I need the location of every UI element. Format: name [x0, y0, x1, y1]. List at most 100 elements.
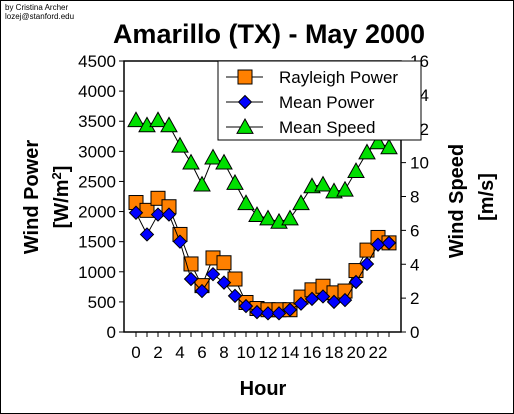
data-point — [359, 256, 375, 272]
legend-label: Mean Speed — [279, 118, 375, 137]
data-point — [160, 116, 178, 133]
data-point — [292, 194, 310, 211]
x-tick-label: 14 — [281, 343, 300, 362]
left-tick-label: 1000 — [78, 263, 116, 282]
data-point — [337, 292, 353, 308]
left-axis-unit-prefix: [W/m — [51, 180, 73, 229]
data-point — [227, 271, 243, 287]
left-axis-unit-superscript: 2 — [49, 172, 64, 179]
data-point — [369, 133, 387, 150]
data-point — [358, 143, 376, 160]
x-axis-title: Hour — [240, 378, 287, 400]
x-tick-label: 8 — [219, 343, 228, 362]
x-tick-label: 22 — [369, 343, 388, 362]
legend: Rayleigh Power Mean Power Mean Speed — [217, 60, 422, 141]
x-tick-label: 4 — [175, 343, 184, 362]
chart-title: Amarillo (TX) - May 2000 — [113, 19, 425, 49]
x-tick-label: 16 — [303, 343, 322, 362]
data-point — [171, 136, 189, 153]
credit-name: by Cristina Archer — [5, 3, 69, 12]
right-tick-label: 6 — [410, 221, 419, 240]
data-point — [216, 275, 232, 290]
left-tick-label: 3500 — [78, 112, 116, 131]
legend-marker — [236, 117, 254, 134]
left-tick-label: 0 — [107, 323, 116, 342]
left-axis-title: Wind Power — [21, 140, 43, 254]
x-axis-ticks: 0 2 4 6 8 10 12 14 16 18 20 22 — [131, 332, 390, 362]
right-tick-label: 0 — [410, 323, 419, 342]
data-point — [128, 205, 144, 220]
data-point — [227, 288, 243, 304]
data-point — [248, 206, 266, 223]
x-tick-label: 18 — [325, 343, 344, 362]
data-point — [182, 153, 200, 170]
data-point — [127, 111, 145, 128]
left-axis-unit-suffix: ] — [51, 166, 73, 173]
data-point — [150, 207, 166, 222]
data-point — [194, 283, 210, 299]
data-point — [139, 227, 155, 242]
data-point — [172, 234, 188, 249]
legend-marker — [237, 94, 253, 110]
data-point — [336, 180, 354, 197]
data-point — [193, 175, 211, 192]
data-point — [381, 235, 397, 251]
right-tick-label: 2 — [410, 289, 419, 308]
x-tick-label: 0 — [131, 343, 140, 362]
data-point — [282, 302, 298, 317]
svg-text:[W/m2]: [W/m2] — [49, 166, 74, 229]
data-point — [215, 153, 233, 170]
left-tick-label: 3000 — [78, 142, 116, 161]
legend-items: Rayleigh Power Mean Power Mean Speed — [226, 68, 398, 137]
data-point — [260, 306, 276, 321]
data-point — [315, 289, 331, 304]
right-axis-title-main: Wind Speed — [446, 144, 468, 258]
data-point — [249, 304, 265, 320]
right-axis-unit: [m/s] — [476, 173, 498, 221]
right-tick-label: 4 — [410, 255, 419, 274]
data-point — [237, 194, 255, 211]
left-tick-label: 2500 — [78, 172, 116, 191]
data-point — [204, 148, 222, 165]
data-point — [271, 306, 287, 321]
left-axis-ticks: 0 500 1000 1500 2000 2500 3000 3500 4000 4500 — [78, 52, 124, 342]
data-point — [161, 207, 177, 222]
left-tick-label: 1500 — [78, 233, 116, 252]
right-axis-unit-text: [m/s] — [476, 173, 498, 221]
left-tick-label: 4500 — [78, 52, 116, 71]
data-point — [293, 296, 309, 311]
credit-email: lozej@stanford.edu — [5, 12, 75, 21]
left-axis-unit: [W/m2] — [49, 166, 74, 229]
data-point — [238, 298, 254, 314]
left-tick-label: 500 — [88, 293, 116, 312]
legend-marker — [237, 69, 253, 85]
data-point — [380, 138, 398, 155]
x-tick-label: 20 — [347, 343, 366, 362]
data-point — [314, 175, 332, 192]
right-axis-title: Wind Speed — [446, 144, 468, 258]
data-point — [205, 266, 221, 282]
x-tick-label: 12 — [259, 343, 278, 362]
left-axis-title-main: Wind Power — [21, 140, 43, 254]
x-tick-label: 2 — [153, 343, 162, 362]
series-layer — [127, 111, 398, 321]
legend-label: Rayleigh Power — [279, 68, 398, 87]
data-point — [281, 209, 299, 226]
legend-label: Mean Power — [279, 93, 375, 112]
data-point — [347, 162, 365, 178]
author-credit: by Cristina Archer lozej@stanford.edu — [5, 3, 74, 21]
data-point — [183, 271, 199, 287]
left-tick-label: 2000 — [78, 203, 116, 222]
right-tick-label: 8 — [410, 188, 419, 207]
data-point — [149, 111, 167, 128]
data-point — [216, 255, 232, 271]
x-tick-label: 6 — [197, 343, 206, 362]
left-tick-label: 4000 — [78, 82, 116, 101]
data-point — [259, 209, 277, 226]
x-tick-label: 10 — [237, 343, 256, 362]
right-tick-label: 10 — [410, 154, 429, 173]
data-point — [226, 173, 244, 190]
data-point — [348, 274, 364, 290]
